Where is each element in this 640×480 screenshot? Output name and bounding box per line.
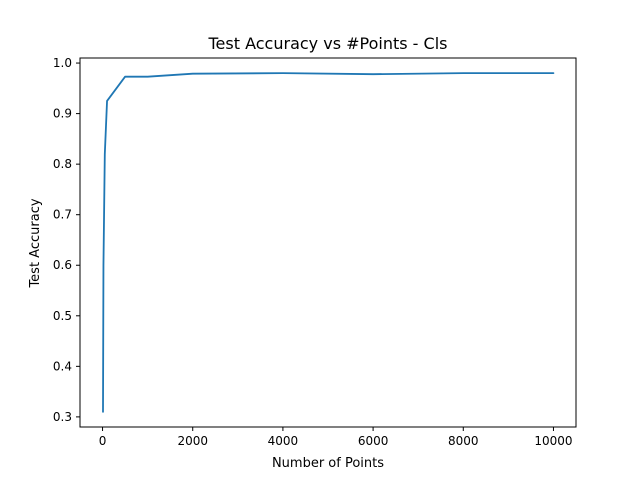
y-axis: 0.3 0.4 0.5 0.6 0.7 0.8 0.9 1.0 xyxy=(53,56,80,424)
x-tick-label: 10000 xyxy=(534,434,572,448)
y-tick-label: 0.6 xyxy=(53,258,72,272)
y-tick-label: 1.0 xyxy=(53,56,72,70)
x-tick-label: 6000 xyxy=(358,434,389,448)
x-axis: 0 2000 4000 6000 8000 10000 xyxy=(99,427,573,448)
series-layer xyxy=(102,72,555,413)
y-tick-label: 0.4 xyxy=(53,359,72,373)
y-tick-label: 0.7 xyxy=(53,208,72,222)
y-tick-label: 0.3 xyxy=(53,410,72,424)
x-tick-label: 2000 xyxy=(177,434,208,448)
chart-title: Test Accuracy vs #Points - Cls xyxy=(208,34,448,53)
y-axis-label: Test Accuracy xyxy=(28,198,43,288)
series-line xyxy=(102,72,555,413)
x-axis-label: Number of Points xyxy=(272,456,384,471)
y-tick-label: 0.5 xyxy=(53,309,72,323)
x-tick-label: 8000 xyxy=(448,434,479,448)
x-tick-label: 4000 xyxy=(268,434,299,448)
x-tick-label: 0 xyxy=(99,434,107,448)
plot-frame xyxy=(79,57,577,428)
y-tick-label: 0.9 xyxy=(53,107,72,121)
y-tick-label: 0.8 xyxy=(53,157,72,171)
